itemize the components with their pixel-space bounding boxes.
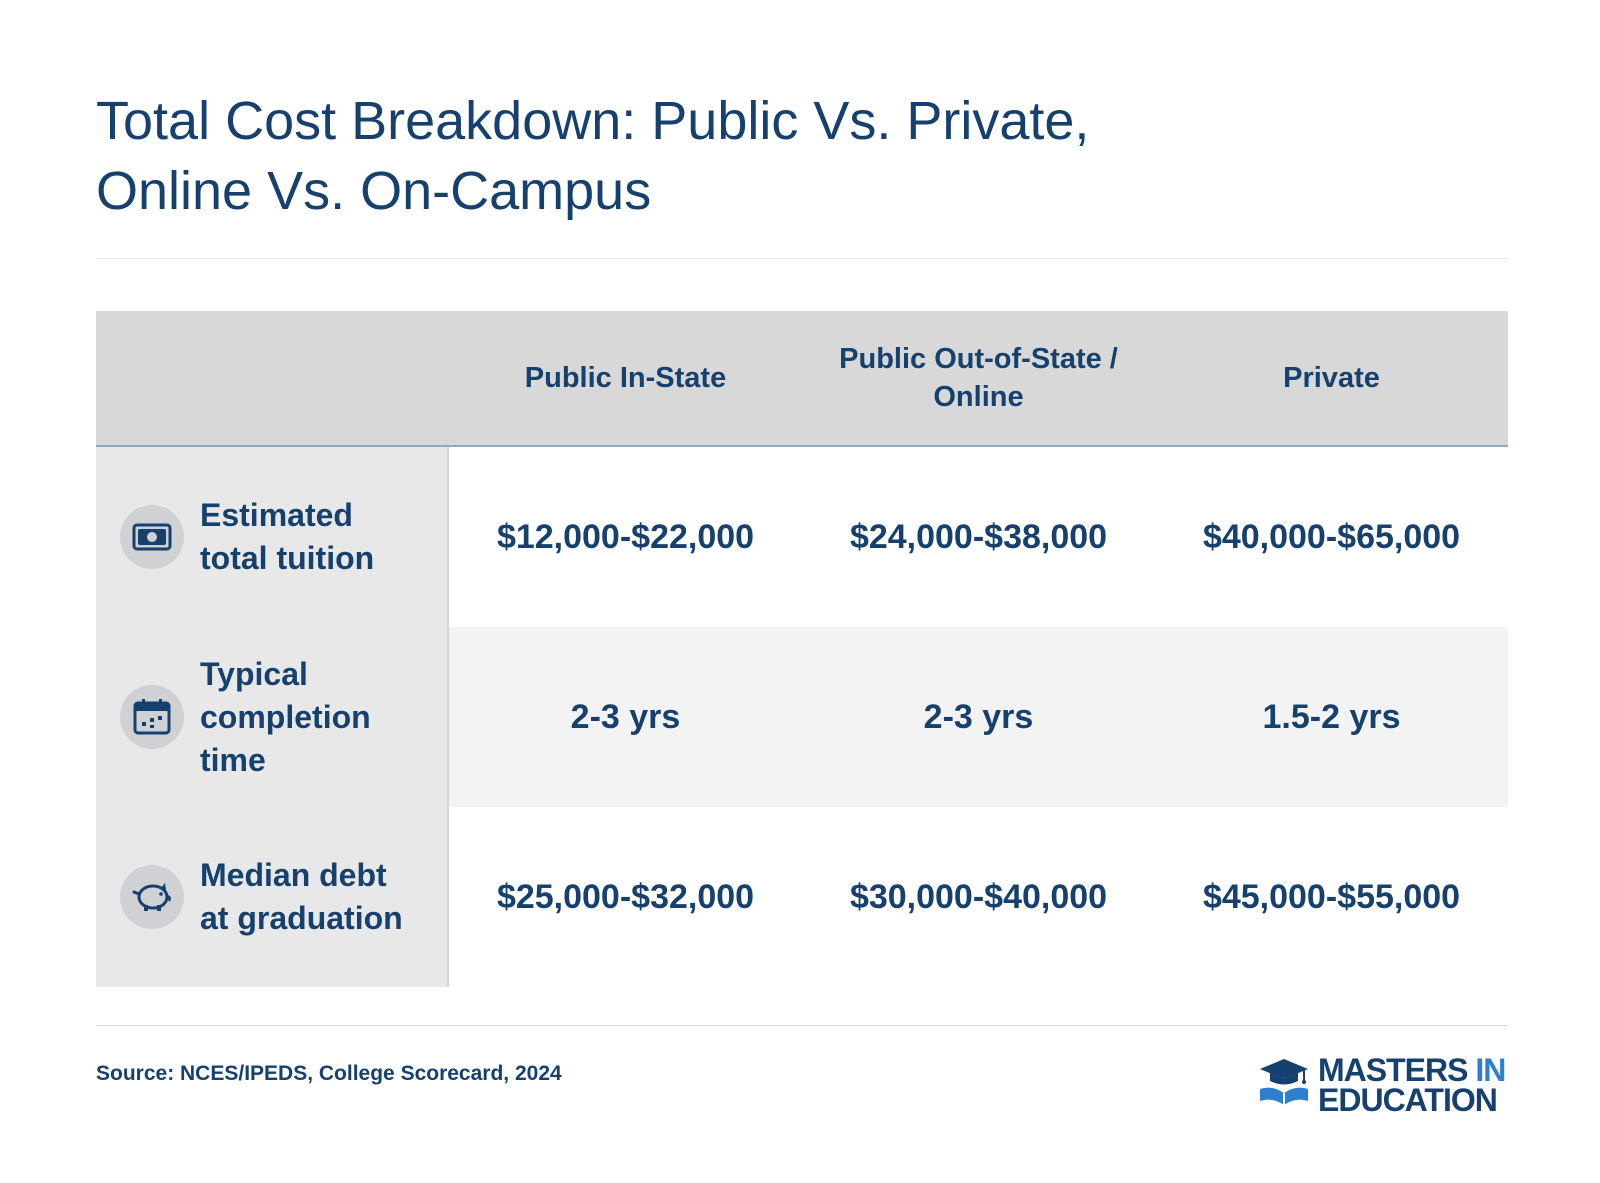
cost-table: Public In-State Public Out-of-State / On… bbox=[96, 311, 1508, 987]
row-header: Typical completion time bbox=[96, 627, 449, 807]
table-header-row: Public In-State Public Out-of-State / On… bbox=[96, 311, 1508, 447]
page-title: Total Cost Breakdown: Public Vs. Private… bbox=[96, 86, 1296, 226]
logo-wordmark: MASTERS IN EDUCATION bbox=[1318, 1052, 1506, 1118]
graduation-cap-book-icon bbox=[1258, 1055, 1310, 1116]
row-header: Estimated total tuition bbox=[96, 447, 449, 627]
money-icon bbox=[120, 505, 184, 569]
table-cell: 1.5-2 yrs bbox=[1155, 627, 1508, 807]
logo-word-masters: MASTERS bbox=[1318, 1052, 1468, 1088]
table-row: Median debt at graduation $25,000-$32,00… bbox=[96, 807, 1508, 987]
row-label: Estimated total tuition bbox=[200, 497, 375, 576]
page-title-line-2: Online Vs. On-Campus bbox=[96, 161, 652, 221]
table-cell: 2-3 yrs bbox=[802, 627, 1155, 807]
calendar-icon bbox=[120, 685, 184, 749]
logo-word-education: EDUCATION bbox=[1318, 1082, 1498, 1118]
page-title-line-1: Total Cost Breakdown: Public Vs. Private… bbox=[96, 91, 1090, 151]
brand-logo: MASTERS IN EDUCATION bbox=[1258, 1052, 1508, 1118]
bottom-divider bbox=[96, 1025, 1508, 1026]
column-header-public-in-state: Public In-State bbox=[524, 362, 727, 394]
top-divider bbox=[96, 258, 1508, 259]
piggy-bank-icon bbox=[120, 865, 184, 929]
table-cell: $40,000-$65,000 bbox=[1155, 447, 1508, 627]
row-label: Typical completion time bbox=[200, 655, 371, 778]
column-header-private: Private bbox=[1283, 362, 1380, 394]
header-stub bbox=[96, 311, 449, 445]
table-cell: $24,000-$38,000 bbox=[802, 447, 1155, 627]
table-cell: 2-3 yrs bbox=[449, 627, 802, 807]
source-note: Source: NCES/IPEDS, College Scorecard, 2… bbox=[96, 1062, 562, 1085]
column-header-public-out-of-state-online: Public Out-of-State / Online bbox=[839, 343, 1118, 413]
table-cell: $30,000-$40,000 bbox=[802, 807, 1155, 987]
table-row: Typical completion time 2-3 yrs 2-3 yrs … bbox=[96, 627, 1508, 807]
logo-word-in: IN bbox=[1475, 1052, 1506, 1088]
table-cell: $12,000-$22,000 bbox=[449, 447, 802, 627]
row-label: Median debt at graduation bbox=[200, 857, 403, 936]
table-cell: $25,000-$32,000 bbox=[449, 807, 802, 987]
table-row: Estimated total tuition $12,000-$22,000 … bbox=[96, 447, 1508, 627]
table-cell: $45,000-$55,000 bbox=[1155, 807, 1508, 987]
row-header: Median debt at graduation bbox=[96, 807, 449, 987]
